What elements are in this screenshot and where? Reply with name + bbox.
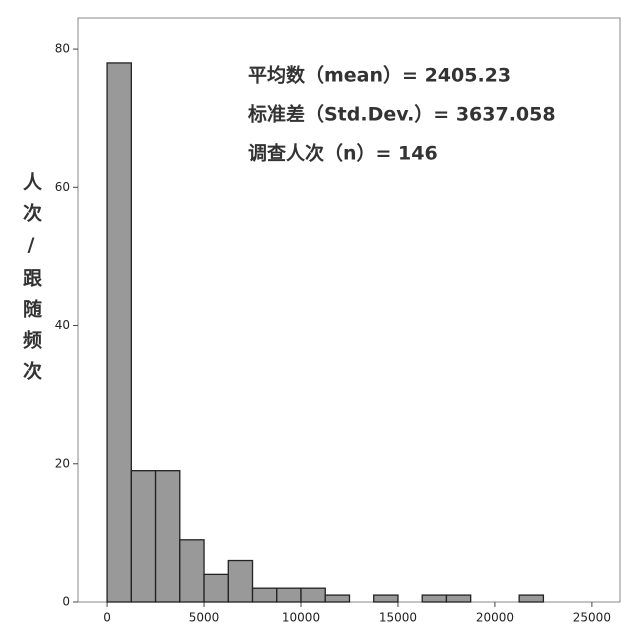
x-tick-label: 15000 — [379, 611, 417, 625]
bar — [203, 573, 229, 603]
y-tick-label: 20 — [55, 456, 70, 470]
annotation: 标准差（Std.Dev.）= 3637.058 — [248, 103, 556, 126]
x-tick-label: 5000 — [189, 611, 220, 625]
bar — [518, 594, 545, 603]
bar — [227, 559, 254, 603]
bar — [300, 587, 326, 603]
y-tick-label: 80 — [55, 42, 70, 56]
bar — [106, 62, 132, 603]
annotation: 平均数（mean）= 2405.23 — [248, 64, 511, 87]
bar — [421, 594, 448, 603]
x-tick-label: 0 — [103, 611, 111, 625]
y-tick-label: 0 — [62, 595, 70, 609]
y-tick-label: 40 — [55, 318, 70, 332]
bar — [179, 539, 205, 603]
x-tick-label: 20000 — [476, 611, 514, 625]
bar — [445, 594, 472, 603]
bar — [154, 470, 181, 603]
bar — [324, 594, 351, 603]
bar — [130, 470, 157, 603]
annotation: 调查人次（n）= 146 — [248, 142, 438, 165]
bar — [373, 594, 399, 603]
x-tick-label: 25000 — [573, 611, 611, 625]
bar — [276, 587, 302, 603]
bar — [251, 587, 278, 603]
y-tick-label: 60 — [55, 180, 70, 194]
y-axis-label: 人次/跟随频次 — [20, 172, 42, 392]
x-tick-label: 10000 — [282, 611, 320, 625]
